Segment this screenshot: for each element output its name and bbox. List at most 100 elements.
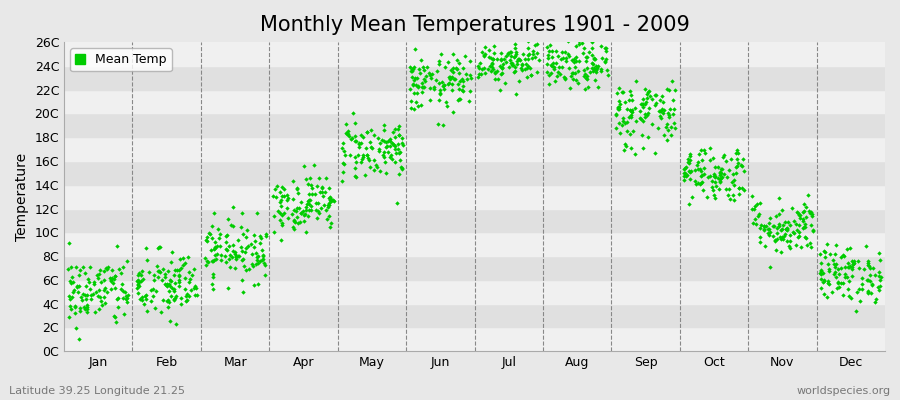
Point — [820, 241, 834, 247]
Point — [71, 288, 86, 295]
Point — [68, 304, 82, 310]
Point — [160, 283, 175, 289]
Point — [625, 97, 639, 103]
Point — [571, 80, 585, 86]
Point — [392, 123, 406, 129]
Point — [815, 279, 830, 286]
Point — [258, 231, 273, 237]
Point — [352, 144, 366, 150]
Point — [863, 264, 878, 271]
Point — [238, 245, 253, 251]
Point — [152, 268, 166, 274]
Point — [427, 84, 441, 91]
Point — [753, 200, 768, 207]
Point — [108, 273, 122, 279]
Point — [206, 246, 220, 252]
Point — [446, 51, 461, 57]
Point — [94, 279, 108, 286]
Point — [276, 210, 291, 216]
Point — [770, 225, 784, 232]
Bar — [64, 327, 885, 351]
Point — [342, 152, 356, 158]
Point — [287, 218, 302, 224]
Point — [796, 216, 810, 223]
Point — [665, 110, 680, 117]
Point — [72, 305, 86, 311]
Point — [229, 256, 243, 262]
Point — [494, 56, 508, 62]
Point — [360, 152, 374, 158]
Point — [685, 194, 699, 200]
Point — [302, 213, 316, 220]
Point — [436, 122, 450, 128]
Point — [642, 88, 656, 94]
Point — [586, 68, 600, 74]
Point — [569, 54, 583, 60]
Bar — [64, 137, 885, 161]
Point — [509, 91, 524, 98]
Point — [482, 47, 496, 53]
Point — [663, 106, 678, 113]
Point — [629, 118, 643, 124]
Point — [860, 288, 875, 295]
Point — [152, 244, 166, 250]
Point — [147, 271, 161, 278]
Point — [576, 50, 590, 56]
Point — [747, 206, 761, 212]
Point — [757, 226, 771, 233]
Point — [623, 106, 637, 113]
Point — [532, 56, 546, 63]
Point — [335, 144, 349, 151]
Point — [813, 250, 827, 257]
Point — [98, 285, 112, 291]
Point — [73, 308, 87, 314]
Point — [201, 259, 215, 265]
Point — [79, 302, 94, 308]
Point — [417, 76, 431, 82]
Point — [404, 68, 419, 74]
Point — [567, 56, 581, 62]
Point — [306, 162, 320, 168]
Point — [310, 183, 324, 189]
Point — [729, 164, 743, 170]
Point — [546, 64, 561, 70]
Point — [617, 141, 632, 147]
Point — [287, 217, 302, 224]
Point — [337, 160, 351, 167]
Point — [297, 218, 311, 224]
Point — [585, 39, 599, 45]
Point — [204, 281, 219, 288]
Point — [616, 146, 631, 153]
Point — [91, 275, 105, 281]
Point — [472, 60, 487, 66]
Point — [454, 87, 469, 94]
Point — [683, 168, 698, 175]
Point — [348, 154, 363, 160]
Point — [564, 70, 579, 76]
Point — [186, 266, 201, 272]
Point — [250, 254, 265, 260]
Point — [256, 255, 270, 262]
Point — [377, 122, 392, 129]
Point — [768, 237, 782, 243]
Point — [212, 235, 226, 242]
Point — [842, 264, 856, 270]
Point — [217, 253, 231, 260]
Point — [437, 82, 452, 88]
Point — [250, 281, 265, 287]
Point — [266, 193, 280, 199]
Point — [857, 266, 871, 272]
Point — [499, 53, 513, 60]
Bar — [64, 185, 885, 208]
Point — [861, 288, 876, 294]
Point — [73, 294, 87, 300]
Point — [860, 262, 875, 268]
Point — [713, 169, 727, 176]
Point — [498, 80, 512, 86]
Point — [484, 68, 499, 75]
Point — [616, 118, 630, 124]
Point — [559, 57, 573, 64]
Bar — [64, 232, 885, 256]
Point — [64, 280, 78, 286]
Point — [103, 275, 117, 281]
